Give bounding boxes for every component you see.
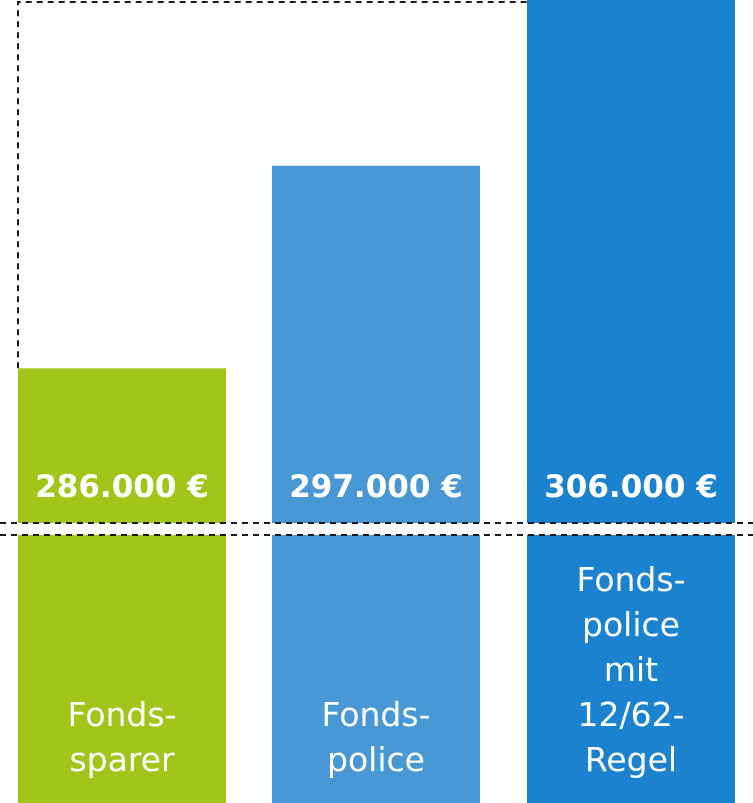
value-label-2: 297.000 € [289,469,463,505]
category-label-1: Fonds-sparer [68,695,177,779]
bar-3 [527,0,735,803]
category-label-2: Fonds-police [322,695,431,779]
category-label-3: Fonds-police mit 12/62-Regel [577,560,686,779]
difference-bracket [17,1,527,369]
labels-group: 286.000 € Fonds-sparer 297.000 € Fonds-poli… [35,469,718,779]
value-label-3: 306.000 € [544,469,718,505]
value-label-1: 286.000 € [35,469,209,505]
bars-group [18,0,735,803]
bar-2 [272,165,480,803]
axis-break-gap [0,523,753,535]
bar-1 [18,368,226,803]
guide-lines-group [17,1,527,369]
axis-break-group [0,522,753,536]
